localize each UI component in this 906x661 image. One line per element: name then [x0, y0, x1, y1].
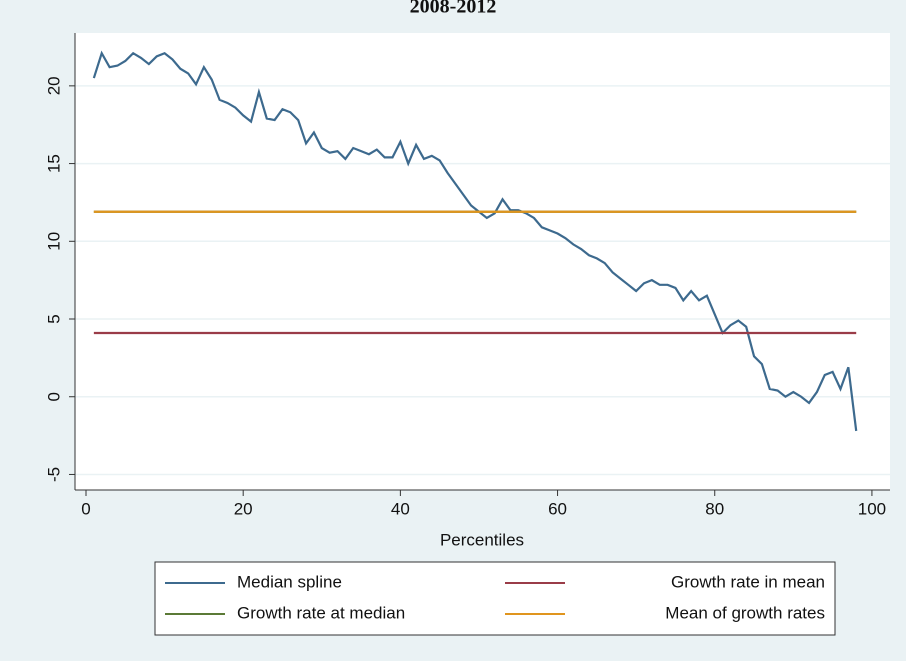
legend-label: Mean of growth rates: [665, 603, 825, 622]
legend: [154, 561, 836, 636]
plot-area: [75, 33, 890, 490]
y-tick-label: -5: [44, 467, 63, 482]
series-line: [92, 50, 858, 432]
y-tick-label: 0: [44, 392, 63, 401]
legend-label: Growth rate at median: [237, 603, 405, 622]
x-tick-label: 20: [234, 499, 253, 518]
y-tick-label: 15: [44, 154, 63, 173]
y-tick-label: 20: [44, 76, 63, 95]
y-tick-label: 5: [44, 314, 63, 323]
x-tick-label: 60: [548, 499, 567, 518]
legend-label: Median spline: [237, 572, 342, 591]
x-tick-label: 80: [705, 499, 724, 518]
x-tick-label: 40: [391, 499, 410, 518]
x-axis-label: Percentiles: [440, 530, 524, 549]
x-tick-label: 0: [81, 499, 90, 518]
chart-title: 2008-2012: [410, 0, 497, 18]
legend-label: Growth rate in mean: [671, 572, 825, 591]
x-tick-label: 100: [858, 499, 886, 518]
y-tick-label: 10: [44, 232, 63, 251]
